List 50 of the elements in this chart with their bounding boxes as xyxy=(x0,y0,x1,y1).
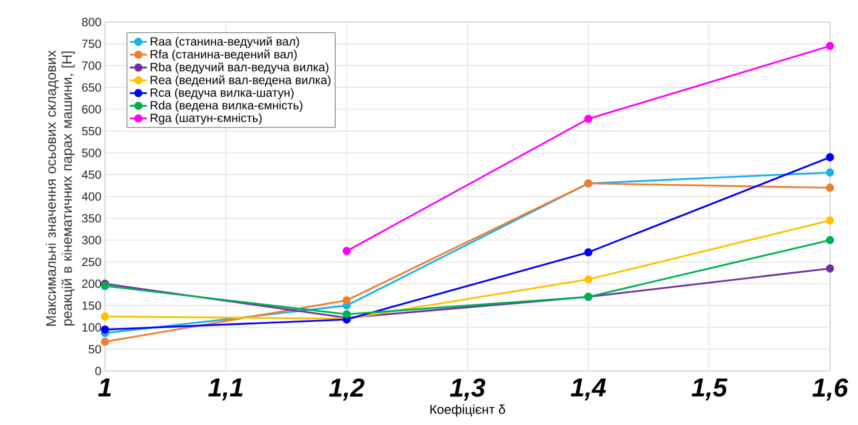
x-tick-label: 1,5 xyxy=(692,378,728,400)
x-tick-label: 1 xyxy=(98,378,111,396)
y-tick-label: 350 xyxy=(82,214,102,223)
x-tick-label: 1,1 xyxy=(208,378,242,400)
x-tick-label: 1,2 xyxy=(329,378,364,401)
y-tick-label: 750 xyxy=(82,40,102,48)
legend-label: Rca (ведуча вилка-шатун) xyxy=(150,88,294,100)
legend-label: Raa (станина-ведучий вал) xyxy=(150,36,299,48)
point xyxy=(826,236,834,244)
point xyxy=(584,248,592,256)
y-tick-label: 400 xyxy=(82,192,102,201)
point xyxy=(584,275,592,284)
y-tick-label: 700 xyxy=(82,61,102,70)
x-tick-label: 1,4 xyxy=(570,378,606,400)
y-tick-label: 650 xyxy=(82,83,102,92)
legend-label: Rfa (станина-ведений вал) xyxy=(150,50,297,61)
y-tick-label: 800 xyxy=(82,18,102,26)
y-tick-label: 550 xyxy=(82,126,102,136)
point xyxy=(100,282,110,290)
y-tick-label: 100 xyxy=(82,323,102,332)
point xyxy=(342,296,351,304)
y-tick-label: 300 xyxy=(82,236,102,244)
x-tick-label: 1,3 xyxy=(450,378,486,401)
y-tick-label: 200 xyxy=(82,280,102,288)
legend-label: Rda (ведена вилка-ємність) xyxy=(150,100,302,112)
y-tick-label: 600 xyxy=(82,105,102,114)
point xyxy=(826,42,834,50)
point xyxy=(826,153,834,162)
point xyxy=(826,184,834,192)
point xyxy=(584,114,592,123)
point xyxy=(826,168,834,177)
point xyxy=(100,325,110,334)
point xyxy=(342,310,351,318)
point xyxy=(826,264,834,273)
y-tick-label: 0 xyxy=(95,366,102,376)
y-tick-label: 50 xyxy=(88,344,102,354)
y-tick-label: 500 xyxy=(82,148,102,158)
y-tick-label: 250 xyxy=(82,258,102,266)
legend-label: Rba (ведучий вал-ведуча вилка) xyxy=(150,62,328,74)
y-axis-title: Максимальні значення осьових складових реакцій в кінематичних парах машини, [Н] xyxy=(46,50,75,326)
point xyxy=(100,312,110,321)
point xyxy=(826,216,834,225)
x-axis-title: Коефіцієнт δ xyxy=(430,404,506,417)
y-tick-label: 450 xyxy=(82,170,102,179)
y-tick-label: 150 xyxy=(82,301,102,310)
x-tick-label: 1,6 xyxy=(812,378,848,401)
legend-label: Rga (шатун-ємність) xyxy=(150,113,262,124)
point xyxy=(100,338,110,346)
point xyxy=(342,246,351,256)
legend-label: Rea (ведений вал-ведена вилка) xyxy=(150,75,330,87)
